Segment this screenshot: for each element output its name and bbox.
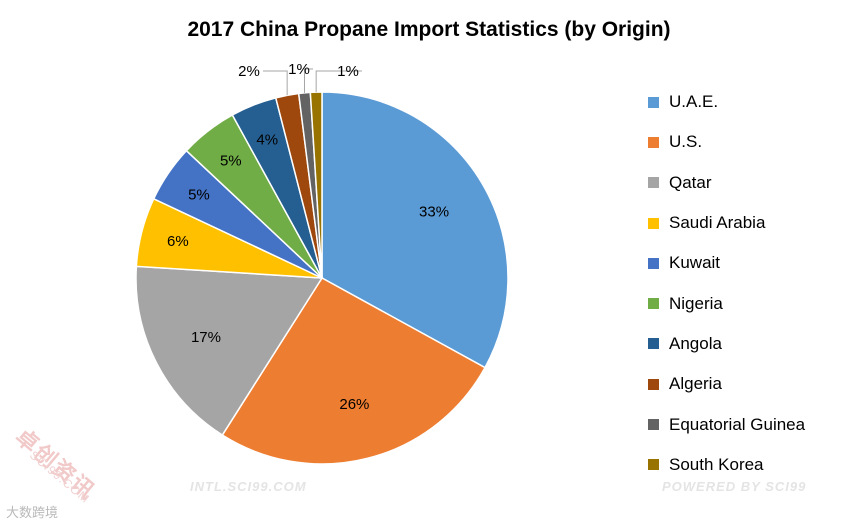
pie-slice-u-s [221, 277, 487, 465]
data-label-algeria: 2% [238, 63, 260, 80]
legend-swatch [648, 419, 659, 431]
legend-label: Saudi Arabia [669, 213, 766, 233]
legend-item-saudi-arabia: Saudi Arabia [648, 203, 805, 243]
data-label-u-s: 26% [339, 396, 369, 413]
legend-label: Equatorial Guinea [669, 414, 806, 434]
legend-swatch [648, 378, 659, 390]
legend-swatch [648, 217, 659, 229]
legend-label: Nigeria [669, 293, 723, 313]
legend-swatch [648, 338, 659, 350]
data-label-qatar: 17% [191, 329, 221, 346]
legend-swatch [648, 257, 659, 269]
legend-swatch [648, 298, 659, 310]
data-label-kuwait: 5% [188, 186, 210, 203]
legend-item-angola: Angola [648, 324, 805, 364]
pie-slice-qatar [135, 265, 324, 437]
legend-item-algeria: Algeria [648, 364, 805, 404]
legend-swatch [648, 177, 659, 189]
legend-swatch [648, 459, 659, 471]
data-label-u-a-e: 33% [419, 204, 449, 221]
legend-label: U.A.E. [669, 92, 719, 112]
leader-line-algeria [263, 70, 288, 96]
data-label-south-korea: 1% [337, 63, 359, 80]
legend-item-nigeria: Nigeria [648, 283, 805, 323]
leader-line-equatorial-guinea [303, 68, 313, 93]
legend-label: Algeria [669, 374, 722, 394]
data-label-nigeria: 5% [220, 152, 242, 169]
legend-item-south-korea: South Korea [648, 445, 805, 485]
watermark-corner: 大数跨境 [6, 505, 59, 520]
data-label-angola: 4% [256, 132, 278, 149]
pie-slice-u-a-e [321, 91, 509, 369]
legend-swatch [648, 96, 659, 108]
legend-item-equatorial-guinea: Equatorial Guinea [648, 404, 805, 444]
legend: U.A.E. U.S. Qatar Saudi Arabia Kuwait Nigeria… [648, 82, 805, 485]
legend-label: Qatar [669, 172, 712, 192]
data-label-saudi-arabia: 6% [167, 233, 189, 250]
watermark-right: POWERED BY SCI99 [662, 479, 807, 494]
legend-label: South Korea [669, 454, 764, 474]
legend-item-u-s: U.S. [648, 122, 805, 162]
chart-title: 2017 China Propane Import Statistics (by… [187, 18, 671, 41]
legend-label: Angola [669, 333, 722, 353]
leader-line-south-korea [315, 70, 362, 93]
legend-item-u-a-e: U.A.E. [648, 82, 805, 122]
legend-label: Kuwait [669, 253, 721, 273]
data-label-equatorial-guinea: 1% [288, 61, 310, 78]
legend-label: U.S. [669, 132, 703, 152]
legend-swatch [648, 136, 659, 148]
legend-item-qatar: Qatar [648, 163, 805, 203]
watermark-left: INTL.SCI99.COM [190, 479, 307, 494]
legend-item-kuwait: Kuwait [648, 243, 805, 283]
